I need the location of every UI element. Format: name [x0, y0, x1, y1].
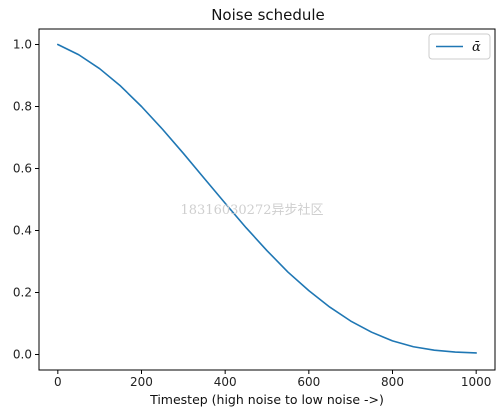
x-tick-label: 800 — [381, 375, 404, 389]
y-axis-ticks: 0.0 0.2 0.4 0.6 0.8 1.0 — [13, 38, 39, 362]
x-tick-label: 400 — [214, 375, 237, 389]
y-tick-label: 0.6 — [13, 162, 32, 176]
legend: ᾱ — [428, 33, 491, 60]
x-tick-label: 1000 — [461, 375, 492, 389]
y-tick-label: 1.0 — [13, 38, 32, 52]
y-tick-label: 0.0 — [13, 348, 32, 362]
y-tick-label: 0.4 — [13, 224, 32, 238]
plot-area-frame — [38, 28, 496, 371]
y-tick-label: 0.8 — [13, 100, 32, 114]
series-line-alpha-bar — [57, 43, 477, 354]
legend-label: ᾱ — [472, 40, 481, 55]
x-tick-label: 200 — [130, 375, 153, 389]
chart-title: Noise schedule — [211, 6, 325, 24]
series-lines — [57, 43, 477, 354]
x-tick-label: 0 — [54, 375, 62, 389]
x-tick-label: 600 — [297, 375, 320, 389]
x-axis-ticks: 0 200 400 600 800 1000 — [54, 370, 491, 389]
x-axis-label: Timestep (high noise to low noise ->) — [149, 392, 384, 407]
y-tick-label: 0.2 — [13, 286, 32, 300]
watermark: 18316030272异步社区 — [181, 202, 324, 218]
